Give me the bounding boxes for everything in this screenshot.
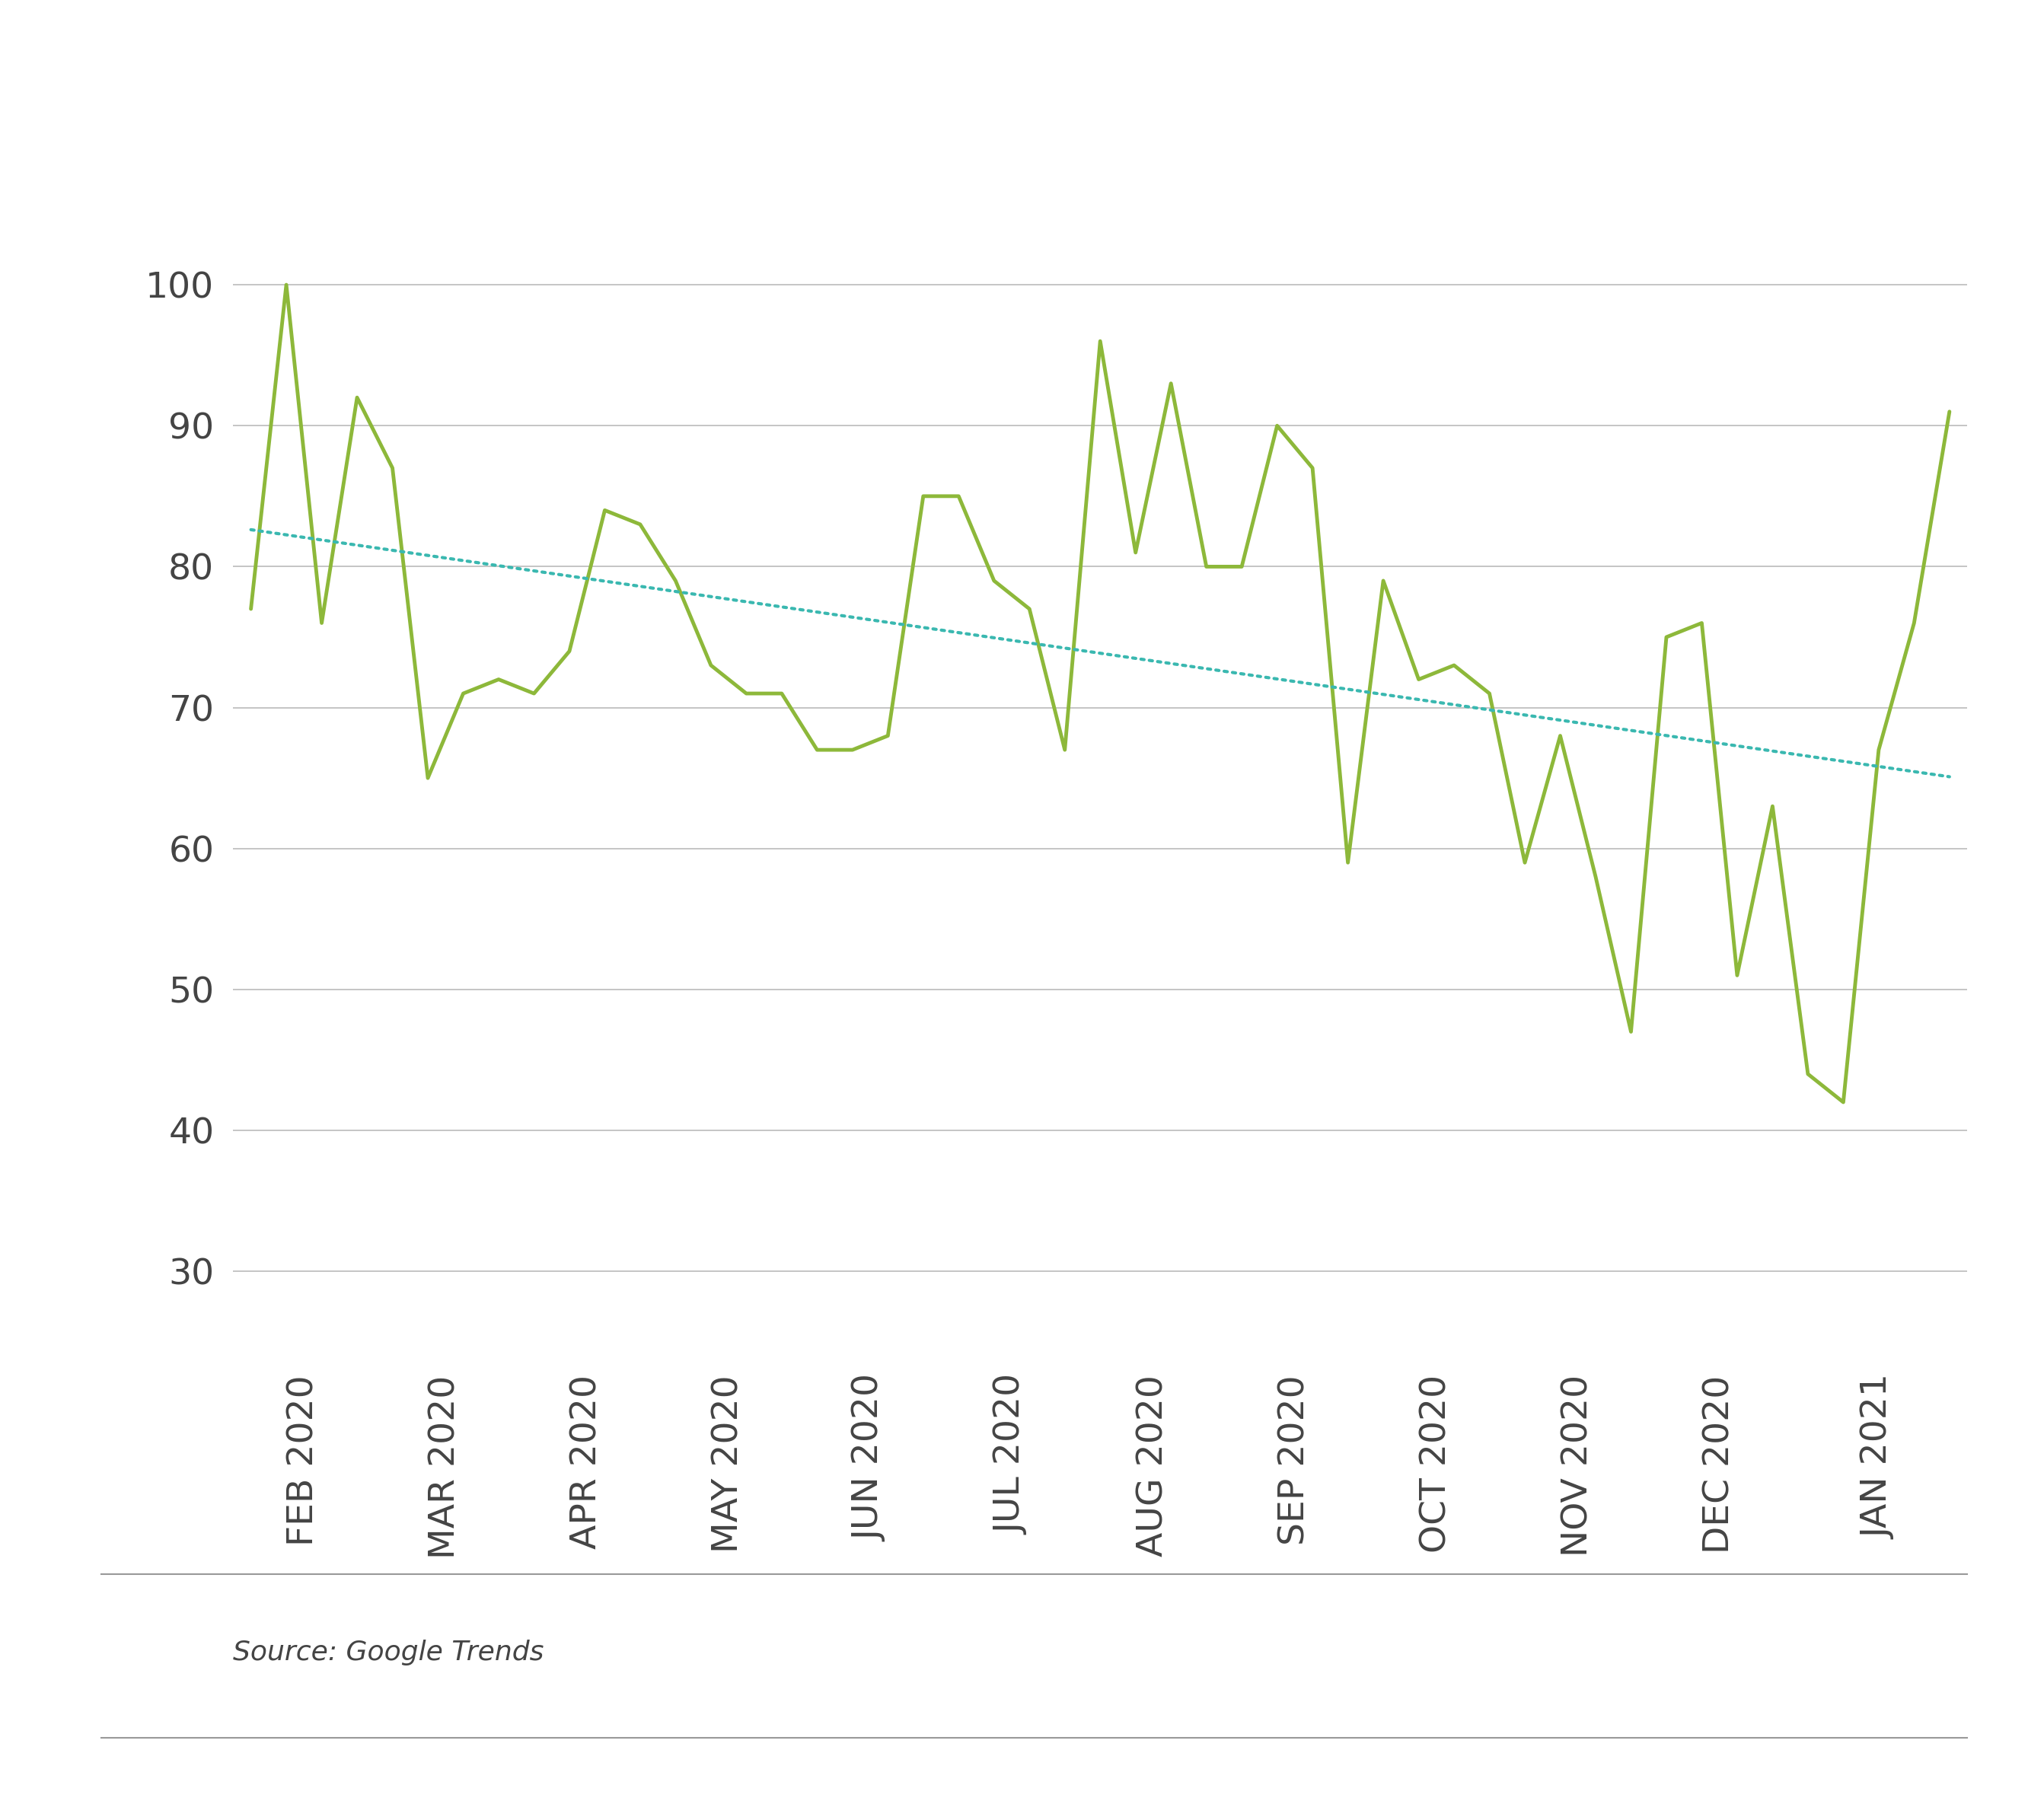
Text: "HOME EQUITY LINE OF CREDIT" - ONLINE SEARCH VOLUME: "HOME EQUITY LINE OF CREDIT" - ONLINE SE… <box>99 42 1929 95</box>
Text: Source: Google Trends: Source: Google Trends <box>233 1640 544 1665</box>
